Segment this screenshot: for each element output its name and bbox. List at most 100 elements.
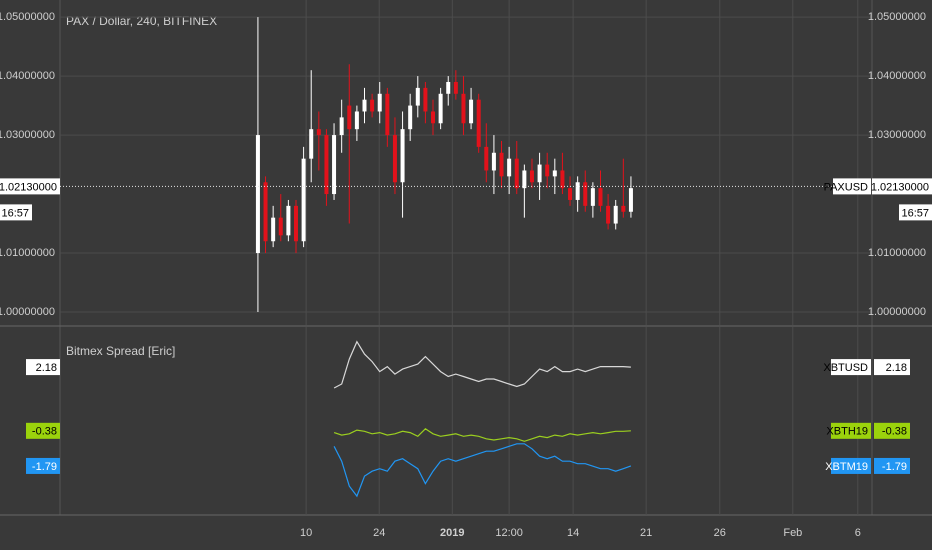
last-value-label: -1.79	[32, 461, 57, 473]
candle-body	[545, 164, 550, 177]
candle-body	[522, 170, 527, 189]
y-tick-label: 1.04000000	[0, 70, 55, 82]
candle-body	[354, 111, 359, 130]
candle-body	[590, 188, 595, 206]
chart-title: PAX / Dollar, 240, BITFINEX	[66, 14, 217, 28]
y-tick-label: 1.00000000	[0, 306, 55, 318]
last-price-label: 1.02130000	[0, 181, 57, 193]
x-tick-label: Feb	[783, 527, 802, 539]
candle-body	[316, 129, 321, 136]
y-tick-label: 1.05000000	[0, 11, 55, 23]
x-tick-label: 10	[300, 527, 312, 539]
candle-body	[301, 158, 306, 242]
candle-body	[309, 129, 314, 159]
countdown-label-box	[0, 204, 32, 221]
series-name-tag: XBTH19	[826, 426, 868, 438]
x-tick-label: 2019	[440, 527, 464, 539]
candle-body	[598, 188, 603, 206]
x-tick-label: 14	[567, 527, 579, 539]
candle-body	[446, 81, 451, 94]
candle-body	[514, 158, 519, 189]
candle-body	[339, 117, 344, 136]
y-tick-label: 1.00000000	[868, 306, 926, 318]
series-name-tag: XBTUSD	[823, 362, 868, 374]
candle-body	[476, 99, 481, 147]
last-price-label-box	[0, 178, 60, 195]
last-value-label-box	[26, 359, 60, 376]
candle-body	[324, 135, 329, 195]
indicator-title: Bitmex Spread [Eric]	[66, 344, 175, 358]
last-value-label-box	[874, 457, 910, 474]
candle-body	[400, 129, 405, 183]
candle-body	[377, 93, 382, 112]
symbol-tag-box	[833, 178, 871, 195]
last-value-label: 2.18	[36, 362, 57, 374]
last-value-label: -0.38	[882, 426, 907, 438]
candle-body	[385, 93, 390, 136]
candle-body	[469, 99, 474, 124]
candle-body	[278, 217, 283, 236]
countdown-label: 16:57	[1, 207, 29, 219]
y-tick-label: 1.01000000	[868, 247, 926, 259]
candle-body	[392, 135, 397, 183]
countdown-label: 16:57	[901, 207, 929, 219]
candle-body	[438, 93, 443, 124]
candle-body	[537, 164, 542, 183]
candle-body	[362, 99, 367, 112]
candle-body	[583, 182, 588, 206]
candle-body	[613, 205, 618, 224]
y-tick-label: 1.03000000	[868, 129, 926, 141]
candle-body	[499, 152, 504, 177]
x-tick-label: 12:00	[495, 527, 523, 539]
candle-body	[491, 152, 496, 171]
candle-body	[431, 111, 436, 124]
y-tick-label: 1.01000000	[0, 247, 55, 259]
series-line	[333, 443, 632, 498]
candle-body	[575, 182, 580, 200]
series-line	[333, 428, 631, 442]
last-value-label-box	[874, 359, 910, 376]
x-tick-label: 26	[714, 527, 726, 539]
series-name-tag-box	[831, 457, 871, 474]
x-tick-label: 6	[855, 527, 861, 539]
candle-body	[461, 93, 466, 124]
candle-body	[286, 205, 291, 236]
candle-body	[347, 105, 352, 130]
countdown-label-box	[899, 204, 932, 221]
candle-body	[484, 146, 489, 171]
series-line	[333, 340, 631, 389]
x-tick-label: 24	[373, 527, 385, 539]
candle-body	[271, 217, 276, 242]
candle-body	[560, 170, 565, 189]
candle-body	[621, 205, 626, 212]
y-tick-label: 1.05000000	[868, 11, 926, 23]
series-name-tag-box	[831, 359, 871, 376]
last-value-label-box	[874, 422, 910, 439]
x-tick-label: 21	[640, 527, 652, 539]
last-value-label-box	[26, 422, 60, 439]
y-tick-label: 1.03000000	[0, 129, 55, 141]
candle-body	[606, 205, 611, 224]
candle-body	[332, 135, 337, 195]
y-tick-label: 1.04000000	[868, 70, 926, 82]
last-price-label-box	[872, 178, 932, 195]
last-value-label: 2.18	[886, 362, 907, 374]
candle-body	[529, 170, 534, 183]
last-value-label: -0.38	[32, 426, 57, 438]
last-value-label-box	[26, 457, 60, 474]
candle-body	[263, 182, 268, 242]
candle-body	[415, 87, 420, 106]
candle-body	[507, 158, 512, 177]
symbol-tag: PAXUSD	[824, 181, 868, 193]
series-name-tag-box	[831, 422, 871, 439]
candle-body	[408, 105, 413, 130]
candle-body	[255, 135, 260, 254]
candle-body	[423, 87, 428, 112]
candle-body	[568, 188, 573, 200]
candle-body	[628, 188, 633, 212]
series-name-tag: XBTM19	[825, 461, 868, 473]
candle-body	[552, 170, 557, 177]
